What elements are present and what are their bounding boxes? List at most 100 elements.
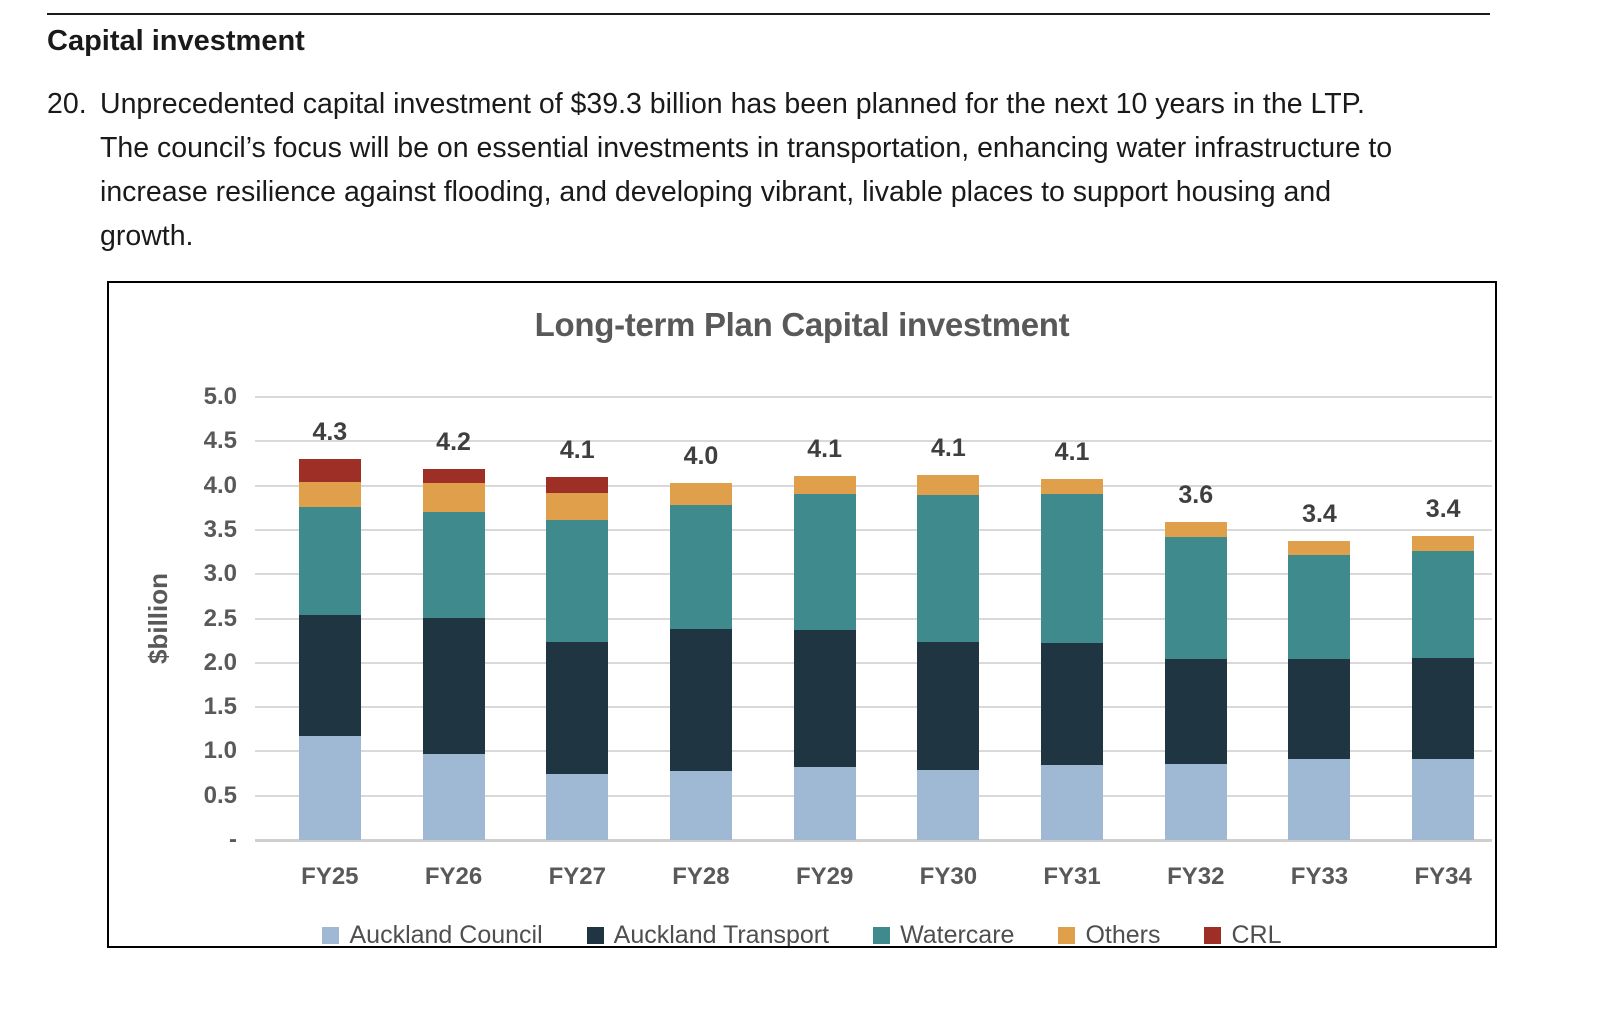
stacked-bar-fy29: 4.1 xyxy=(793,435,856,840)
gridline xyxy=(255,484,1492,487)
bar-group-fy27: 4.1 xyxy=(515,397,639,840)
bar-segment-crl-fy25 xyxy=(298,459,361,483)
bar-segment-auckland-transport-fy32 xyxy=(1164,659,1227,764)
bar-segment-others-fy26 xyxy=(422,482,485,513)
x-axis-labels: FY25 FY26 FY27 FY28 FY29 FY30 FY31 FY32 FY33 FY34 xyxy=(268,863,1495,891)
x-axis-label-fy34: FY34 xyxy=(1414,863,1472,890)
bar-segment-auckland-council-fy30 xyxy=(917,770,980,840)
bar-total-label-fy32: 3.6 xyxy=(1178,480,1214,509)
y-axis-tick-label: 1.0 xyxy=(203,737,237,765)
bar-segment-auckland-council-fy29 xyxy=(793,767,856,840)
stacked-bar-fy30: 4.1 xyxy=(917,434,980,840)
legend-item-crl: CRL xyxy=(1204,921,1282,948)
y-axis-tick-label: 3.0 xyxy=(203,560,237,588)
legend-swatch-auckland-council xyxy=(322,927,340,944)
legend-label-watercare: Watercare xyxy=(900,921,1015,948)
gridline xyxy=(255,750,1492,753)
y-axis-tick-labels: 5.0 4.5 4.0 3.5 3.0 2.5 2.0 1.5 1.0 0.5 - xyxy=(109,383,237,853)
x-axis-label-fy32: FY32 xyxy=(1167,863,1225,890)
gridline xyxy=(255,528,1492,531)
bar-segment-auckland-transport-fy29 xyxy=(793,630,856,768)
bar-segment-watercare-fy26 xyxy=(422,512,485,618)
bar-total-label-fy26: 4.2 xyxy=(436,427,471,456)
section-heading: Capital investment xyxy=(47,25,305,57)
chart-frame: Long-term Plan Capital investment $billi… xyxy=(107,281,1497,948)
bars-layer: 4.3 4.2 4.1 4.0 4.1 4.1 4.1 3.6 3.4 3.4 xyxy=(268,397,1495,840)
bar-segment-watercare-fy31 xyxy=(1041,494,1104,644)
bar-segment-others-fy25 xyxy=(298,482,361,507)
stacked-bar-fy32: 3.6 xyxy=(1164,481,1227,840)
bar-segment-auckland-transport-fy34 xyxy=(1412,658,1475,760)
bar-segment-auckland-council-fy26 xyxy=(422,754,485,840)
paragraph-number: 20. xyxy=(47,88,87,120)
stacked-bar-fy28: 4.0 xyxy=(669,442,732,840)
legend-label-others: Others xyxy=(1085,921,1161,948)
stacked-bar-fy26: 4.2 xyxy=(422,428,485,840)
bar-segment-crl-fy27 xyxy=(546,476,609,493)
bar-total-label-fy33: 3.4 xyxy=(1302,500,1337,529)
bar-segment-others-fy32 xyxy=(1164,521,1227,537)
legend-swatch-auckland-transport xyxy=(586,927,604,944)
bar-segment-auckland-council-fy34 xyxy=(1412,759,1475,840)
bar-segment-others-fy33 xyxy=(1288,541,1351,555)
bar-segment-auckland-council-fy27 xyxy=(546,774,609,840)
bar-total-label-fy29: 4.1 xyxy=(807,434,843,463)
stacked-bar-fy27: 4.1 xyxy=(546,436,609,840)
bar-group-fy28: 4.0 xyxy=(639,397,763,840)
gridline xyxy=(255,661,1492,664)
stacked-bar-fy33: 3.4 xyxy=(1288,500,1351,840)
legend-item-others: Others xyxy=(1058,921,1161,948)
gridline xyxy=(255,396,1492,398)
bar-group-fy31: 4.1 xyxy=(1010,397,1134,840)
bar-group-fy33: 3.4 xyxy=(1258,397,1382,840)
y-axis-tick-label: - xyxy=(229,826,237,853)
x-axis-label-fy26: FY26 xyxy=(424,863,483,890)
legend-item-watercare: Watercare xyxy=(873,921,1015,948)
y-axis-tick-label: 2.5 xyxy=(203,604,237,632)
legend-item-auckland-transport: Auckland Transport xyxy=(586,921,830,948)
bar-segment-watercare-fy27 xyxy=(546,520,609,643)
bar-total-label-fy34: 3.4 xyxy=(1425,495,1461,524)
gridline xyxy=(255,706,1492,709)
gridline xyxy=(255,794,1492,797)
y-axis-tick-label: 3.5 xyxy=(203,515,237,543)
x-axis-label-fy30: FY30 xyxy=(919,863,978,890)
bar-segment-watercare-fy32 xyxy=(1164,537,1227,660)
bar-segment-auckland-transport-fy28 xyxy=(669,629,732,771)
y-axis-tick-label: 5.0 xyxy=(203,383,237,410)
bar-group-fy25: 4.3 xyxy=(268,397,392,840)
bar-segment-others-fy28 xyxy=(669,482,732,506)
bar-segment-watercare-fy28 xyxy=(669,505,732,630)
bar-total-label-fy28: 4.0 xyxy=(683,441,719,470)
bar-segment-watercare-fy30 xyxy=(917,495,980,642)
bar-segment-auckland-transport-fy25 xyxy=(298,614,361,737)
bar-segment-auckland-transport-fy26 xyxy=(422,617,485,755)
bar-segment-others-fy27 xyxy=(546,492,609,521)
chart-legend: Auckland Council Auckland Transport Waterc… xyxy=(109,921,1495,948)
legend-label-auckland-council: Auckland Council xyxy=(349,921,543,948)
bar-segment-others-fy34 xyxy=(1412,536,1475,552)
x-axis-label-fy29: FY29 xyxy=(795,863,854,890)
chart-area: Long-term Plan Capital investment $billi… xyxy=(109,283,1495,946)
legend-label-auckland-transport: Auckland Transport xyxy=(613,921,830,948)
legend-item-auckland-council: Auckland Council xyxy=(322,921,543,948)
bar-segment-auckland-council-fy31 xyxy=(1041,764,1104,840)
section-divider-line xyxy=(47,13,1490,15)
legend-label-crl: CRL xyxy=(1231,921,1282,948)
bar-segment-watercare-fy25 xyxy=(298,506,361,615)
bar-total-label-fy31: 4.1 xyxy=(1054,438,1090,467)
bar-segment-auckland-transport-fy33 xyxy=(1288,659,1351,760)
legend-swatch-others xyxy=(1058,927,1076,944)
bar-segment-others-fy30 xyxy=(917,474,980,496)
x-axis-label-fy27: FY27 xyxy=(548,863,606,890)
bar-segment-auckland-transport-fy31 xyxy=(1041,643,1104,765)
gridline xyxy=(255,440,1492,443)
bar-segment-crl-fy26 xyxy=(422,468,485,483)
bar-group-fy26: 4.2 xyxy=(392,397,516,840)
bar-total-label-fy27: 4.1 xyxy=(559,435,595,464)
paragraph-text: Unprecedented capital investment of $39.… xyxy=(100,88,1393,252)
bar-segment-watercare-fy29 xyxy=(793,493,856,631)
stacked-bar-fy34: 3.4 xyxy=(1412,495,1475,840)
legend-swatch-watercare xyxy=(873,927,891,944)
x-axis-label-fy28: FY28 xyxy=(672,863,730,890)
